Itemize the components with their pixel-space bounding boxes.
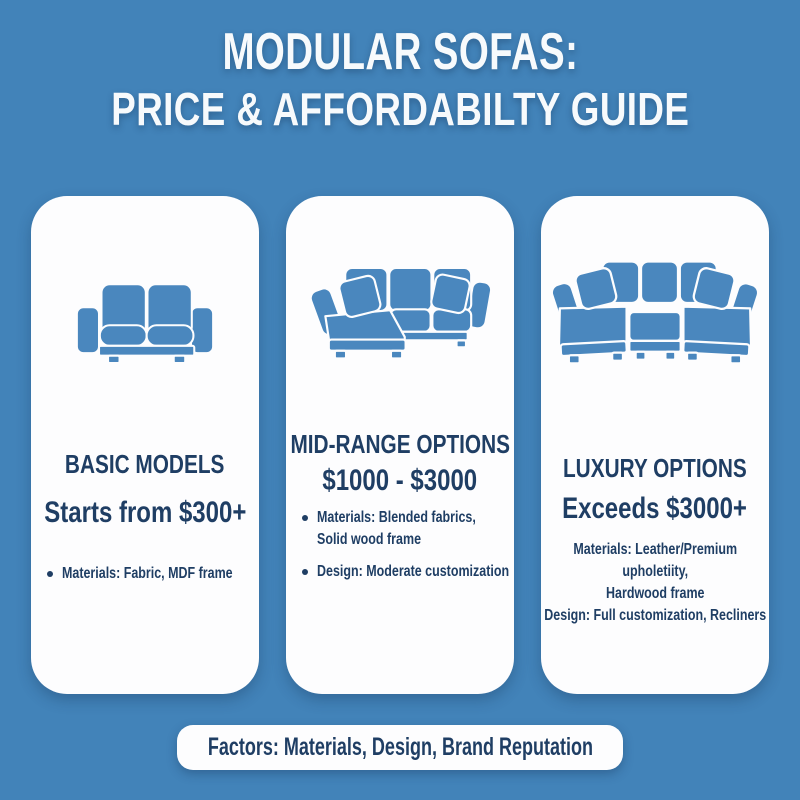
bullet-dot: [47, 571, 53, 577]
bullet-dot: [302, 569, 308, 575]
detail-text: Materials: Leather/Premium upholetiity, …: [544, 541, 766, 624]
card-details: Materials: Blended fabrics, Solid wood f…: [286, 507, 514, 583]
detail-item: Materials: Blended fabrics, Solid wood f…: [302, 507, 514, 551]
card-basic-models: BASIC MODELS Starts from $300+ Materials…: [31, 196, 259, 694]
card-details: Materials: Leather/Premium upholetiity, …: [541, 539, 769, 627]
title-line-2: PRICE & AFFORDABILTY GUIDE: [110, 83, 690, 135]
card-luxury-options: LUXURY OPTIONS Exceeds $3000+ Materials:…: [541, 196, 769, 694]
card-heading: BASIC MODELS: [65, 449, 225, 479]
card-mid-range-options: MID-RANGE OPTIONS $1000 - $3000 Material…: [286, 196, 514, 694]
card-price: Starts from $300+: [43, 496, 247, 529]
card-details: Materials: Fabric, MDF frame: [31, 563, 259, 585]
factors-text: Factors: Materials, Design, Brand Reputa…: [207, 733, 593, 761]
detail-text: Materials: Blended fabrics, Solid wood f…: [317, 509, 476, 548]
card-heading: LUXURY OPTIONS: [563, 453, 747, 483]
title-line-1: MODULAR SOFAS:: [222, 23, 578, 81]
footer: Factors: Materials, Design, Brand Reputa…: [0, 725, 800, 770]
price-tier-cards: BASIC MODELS Starts from $300+ Materials…: [31, 196, 769, 694]
l-shaped-sectional-sofa-icon: [286, 196, 514, 368]
u-shaped-sectional-sofa-icon: [541, 196, 769, 368]
card-price: Exceeds $3000+: [562, 492, 748, 525]
detail-text: Design: Moderate customization: [317, 563, 510, 580]
bullet-dot: [302, 515, 308, 521]
card-heading: MID-RANGE OPTIONS: [290, 429, 510, 459]
card-price: $1000 - $3000: [322, 464, 478, 497]
loveseat-sofa-icon: [31, 196, 259, 368]
factors-pill: Factors: Materials, Design, Brand Reputa…: [177, 725, 623, 770]
detail-item: Design: Moderate customization: [302, 561, 514, 583]
detail-text: Materials: Fabric, MDF frame: [62, 565, 233, 582]
detail-item: Materials: Fabric, MDF frame: [47, 563, 259, 585]
page-title: MODULAR SOFAS: PRICE & AFFORDABILTY GUID…: [0, 22, 800, 136]
